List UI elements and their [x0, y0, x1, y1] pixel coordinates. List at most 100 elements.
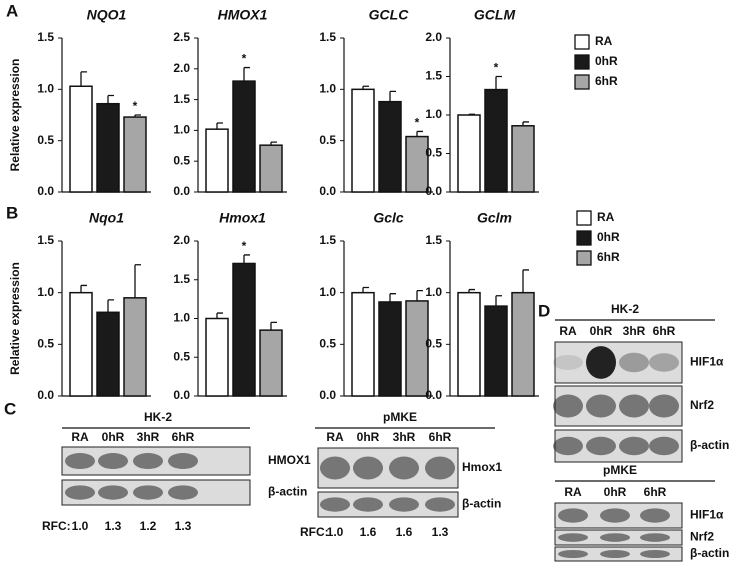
band [600, 549, 630, 559]
lane-label: 6hR [653, 324, 676, 338]
band [553, 436, 583, 456]
panel-letter: D [538, 301, 550, 320]
bar [351, 291, 375, 397]
y-tick-label: 0.0 [425, 388, 442, 402]
error-bar [389, 293, 396, 302]
error-bar [362, 85, 369, 90]
band [425, 497, 455, 512]
legend-label: RA [595, 34, 613, 48]
band [320, 497, 350, 512]
band [558, 549, 588, 559]
band [168, 452, 198, 470]
y-tick-label: 0.5 [319, 337, 336, 351]
panel-letter: A [6, 1, 18, 20]
significance: * [242, 239, 247, 253]
bar [232, 80, 256, 193]
y-tick-label: 1.5 [173, 272, 190, 286]
y-tick-label: 1.5 [425, 233, 442, 247]
rfc-label: RFC: [42, 519, 71, 533]
lane-label: 3hR [393, 430, 416, 444]
bar [351, 88, 375, 193]
y-tick-label: 0.5 [425, 337, 442, 351]
error-bar [468, 288, 475, 293]
rfc-value: 1.3 [105, 519, 122, 533]
bar [205, 128, 229, 193]
error-bar [468, 113, 475, 115]
lane-label: 6hR [644, 485, 667, 499]
band [586, 346, 616, 379]
legend-label: 6hR [595, 74, 618, 88]
bar [378, 301, 402, 397]
y-tick-label: 0.0 [173, 388, 190, 402]
chart-title: GCLM [474, 7, 516, 23]
band [600, 508, 630, 523]
y-tick-label: 0.5 [425, 146, 442, 160]
y-tick-label: 0.5 [319, 133, 336, 147]
legend-swatch [574, 34, 590, 50]
error-bar [522, 121, 529, 126]
error-bar [107, 299, 114, 313]
legend-swatch [574, 54, 590, 70]
lane-label: 3hR [137, 430, 160, 444]
y-tick-label: 0.0 [37, 184, 54, 198]
lane-label: 0hR [102, 430, 125, 444]
band [133, 452, 163, 470]
blot-title: HK-2 [611, 302, 639, 316]
panel-letter: B [6, 203, 18, 222]
error-bar [495, 295, 502, 307]
band [353, 497, 383, 512]
band [389, 456, 419, 480]
blot-row-label: Hmox1 [462, 460, 502, 474]
y-tick-label: 1.0 [425, 107, 442, 121]
blot-row-label: β-actin [690, 438, 729, 452]
bar [484, 305, 508, 397]
band [649, 436, 679, 456]
chart-title: Gclc [373, 210, 404, 226]
error-bar [416, 289, 423, 301]
rfc-value: 1.0 [327, 525, 344, 539]
chart-title: HMOX1 [218, 7, 268, 23]
legend-swatch [576, 250, 592, 266]
y-tick-label: 1.0 [37, 285, 54, 299]
error-bar [416, 130, 423, 137]
y-tick-label: 0.0 [37, 388, 54, 402]
bar [511, 291, 535, 397]
y-tick-label: 1.0 [173, 311, 190, 325]
band [65, 452, 95, 470]
legend-label: RA [597, 210, 615, 224]
rfc-value: 1.6 [360, 525, 377, 539]
y-tick-label: 0.0 [425, 184, 442, 198]
chart-title: Hmox1 [219, 210, 266, 226]
y-tick-label: 2.0 [425, 30, 442, 44]
lane-label: RA [71, 430, 89, 444]
bar [511, 125, 535, 193]
blot-row-label: HIF1α [690, 508, 724, 522]
rfc-value: 1.6 [396, 525, 413, 539]
y-tick-label: 2.0 [173, 233, 190, 247]
band [320, 456, 350, 480]
bar [378, 100, 402, 193]
band [553, 394, 583, 418]
chart-title: GCLC [369, 7, 410, 23]
chart-title: Nqo1 [89, 210, 124, 226]
y-tick-label: 0.5 [173, 349, 190, 363]
error-bar [80, 71, 87, 87]
y-tick-label: 0.5 [37, 133, 54, 147]
band [425, 456, 455, 480]
blot-strip [554, 341, 683, 384]
error-bar [80, 284, 87, 293]
blot-row-label: β-actin [268, 485, 307, 499]
bar [69, 85, 93, 193]
legend-swatch [574, 74, 590, 90]
error-bar [216, 312, 223, 319]
legend-swatch [576, 210, 592, 226]
band [389, 497, 419, 512]
y-axis-label: Relative expression [8, 262, 22, 375]
y-tick-label: 2.5 [173, 30, 190, 44]
rfc-label: RFC: [300, 525, 329, 539]
bar [96, 311, 120, 397]
band [619, 436, 649, 456]
rfc-value: 1.2 [140, 519, 157, 533]
panel-letter: C [4, 399, 16, 418]
